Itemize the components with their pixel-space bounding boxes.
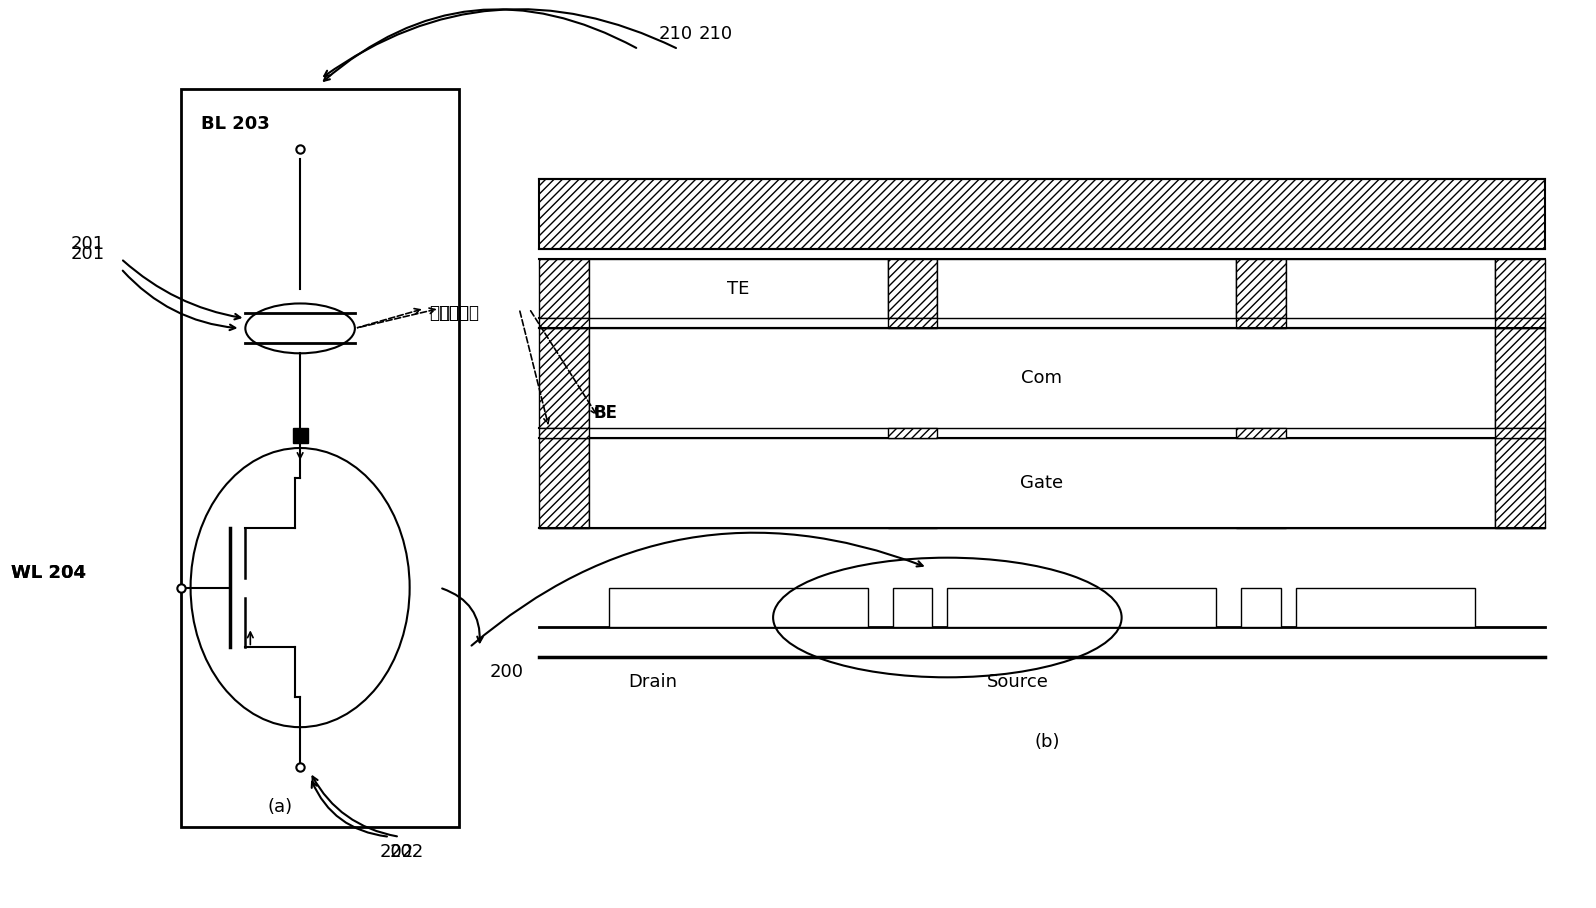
Bar xyxy=(539,438,589,528)
Bar xyxy=(1242,587,1282,627)
Ellipse shape xyxy=(246,303,354,353)
Bar xyxy=(887,319,937,329)
Bar xyxy=(539,319,589,329)
Bar xyxy=(1495,259,1545,319)
Text: 202: 202 xyxy=(389,843,425,861)
Bar xyxy=(887,428,937,438)
Ellipse shape xyxy=(190,448,410,727)
Text: BL 203: BL 203 xyxy=(201,115,270,133)
Text: 201: 201 xyxy=(72,244,105,262)
Text: Drain: Drain xyxy=(629,674,678,691)
Bar xyxy=(1495,329,1545,428)
Text: Gate: Gate xyxy=(1020,474,1063,492)
Text: WL 204: WL 204 xyxy=(11,564,86,582)
Text: 210: 210 xyxy=(659,25,693,44)
Bar xyxy=(1495,319,1545,329)
Bar xyxy=(180,89,460,827)
Text: 210: 210 xyxy=(699,25,733,44)
Text: 存储电阻: 存储电阻 xyxy=(429,304,469,322)
Bar xyxy=(1286,259,1495,319)
Text: Com: Com xyxy=(1021,370,1063,387)
Bar xyxy=(948,587,1216,627)
Bar xyxy=(1237,428,1286,438)
Bar xyxy=(539,259,589,319)
Text: (b): (b) xyxy=(1034,733,1060,751)
Bar xyxy=(937,259,1237,319)
Bar xyxy=(539,428,589,438)
Text: (a): (a) xyxy=(268,798,292,816)
Bar xyxy=(589,438,1495,528)
Bar xyxy=(1296,587,1475,627)
Text: Source: Source xyxy=(988,674,1049,691)
Text: TE: TE xyxy=(728,280,750,298)
Bar xyxy=(1237,319,1286,329)
Bar xyxy=(1237,259,1286,319)
Bar xyxy=(539,179,1545,249)
Text: 存储电阻: 存储电阻 xyxy=(439,304,479,322)
Text: 200: 200 xyxy=(490,664,523,681)
Bar xyxy=(292,428,308,443)
Bar xyxy=(589,329,1495,428)
Bar xyxy=(1495,438,1545,528)
Text: WL 204: WL 204 xyxy=(11,564,86,582)
Bar xyxy=(892,587,932,627)
Text: BE: BE xyxy=(594,404,618,422)
Bar xyxy=(608,587,868,627)
Text: 202: 202 xyxy=(380,843,413,861)
Bar xyxy=(1495,428,1545,438)
Bar xyxy=(539,329,589,428)
Text: 201: 201 xyxy=(72,234,105,252)
Bar xyxy=(589,259,887,319)
Bar xyxy=(887,259,937,319)
